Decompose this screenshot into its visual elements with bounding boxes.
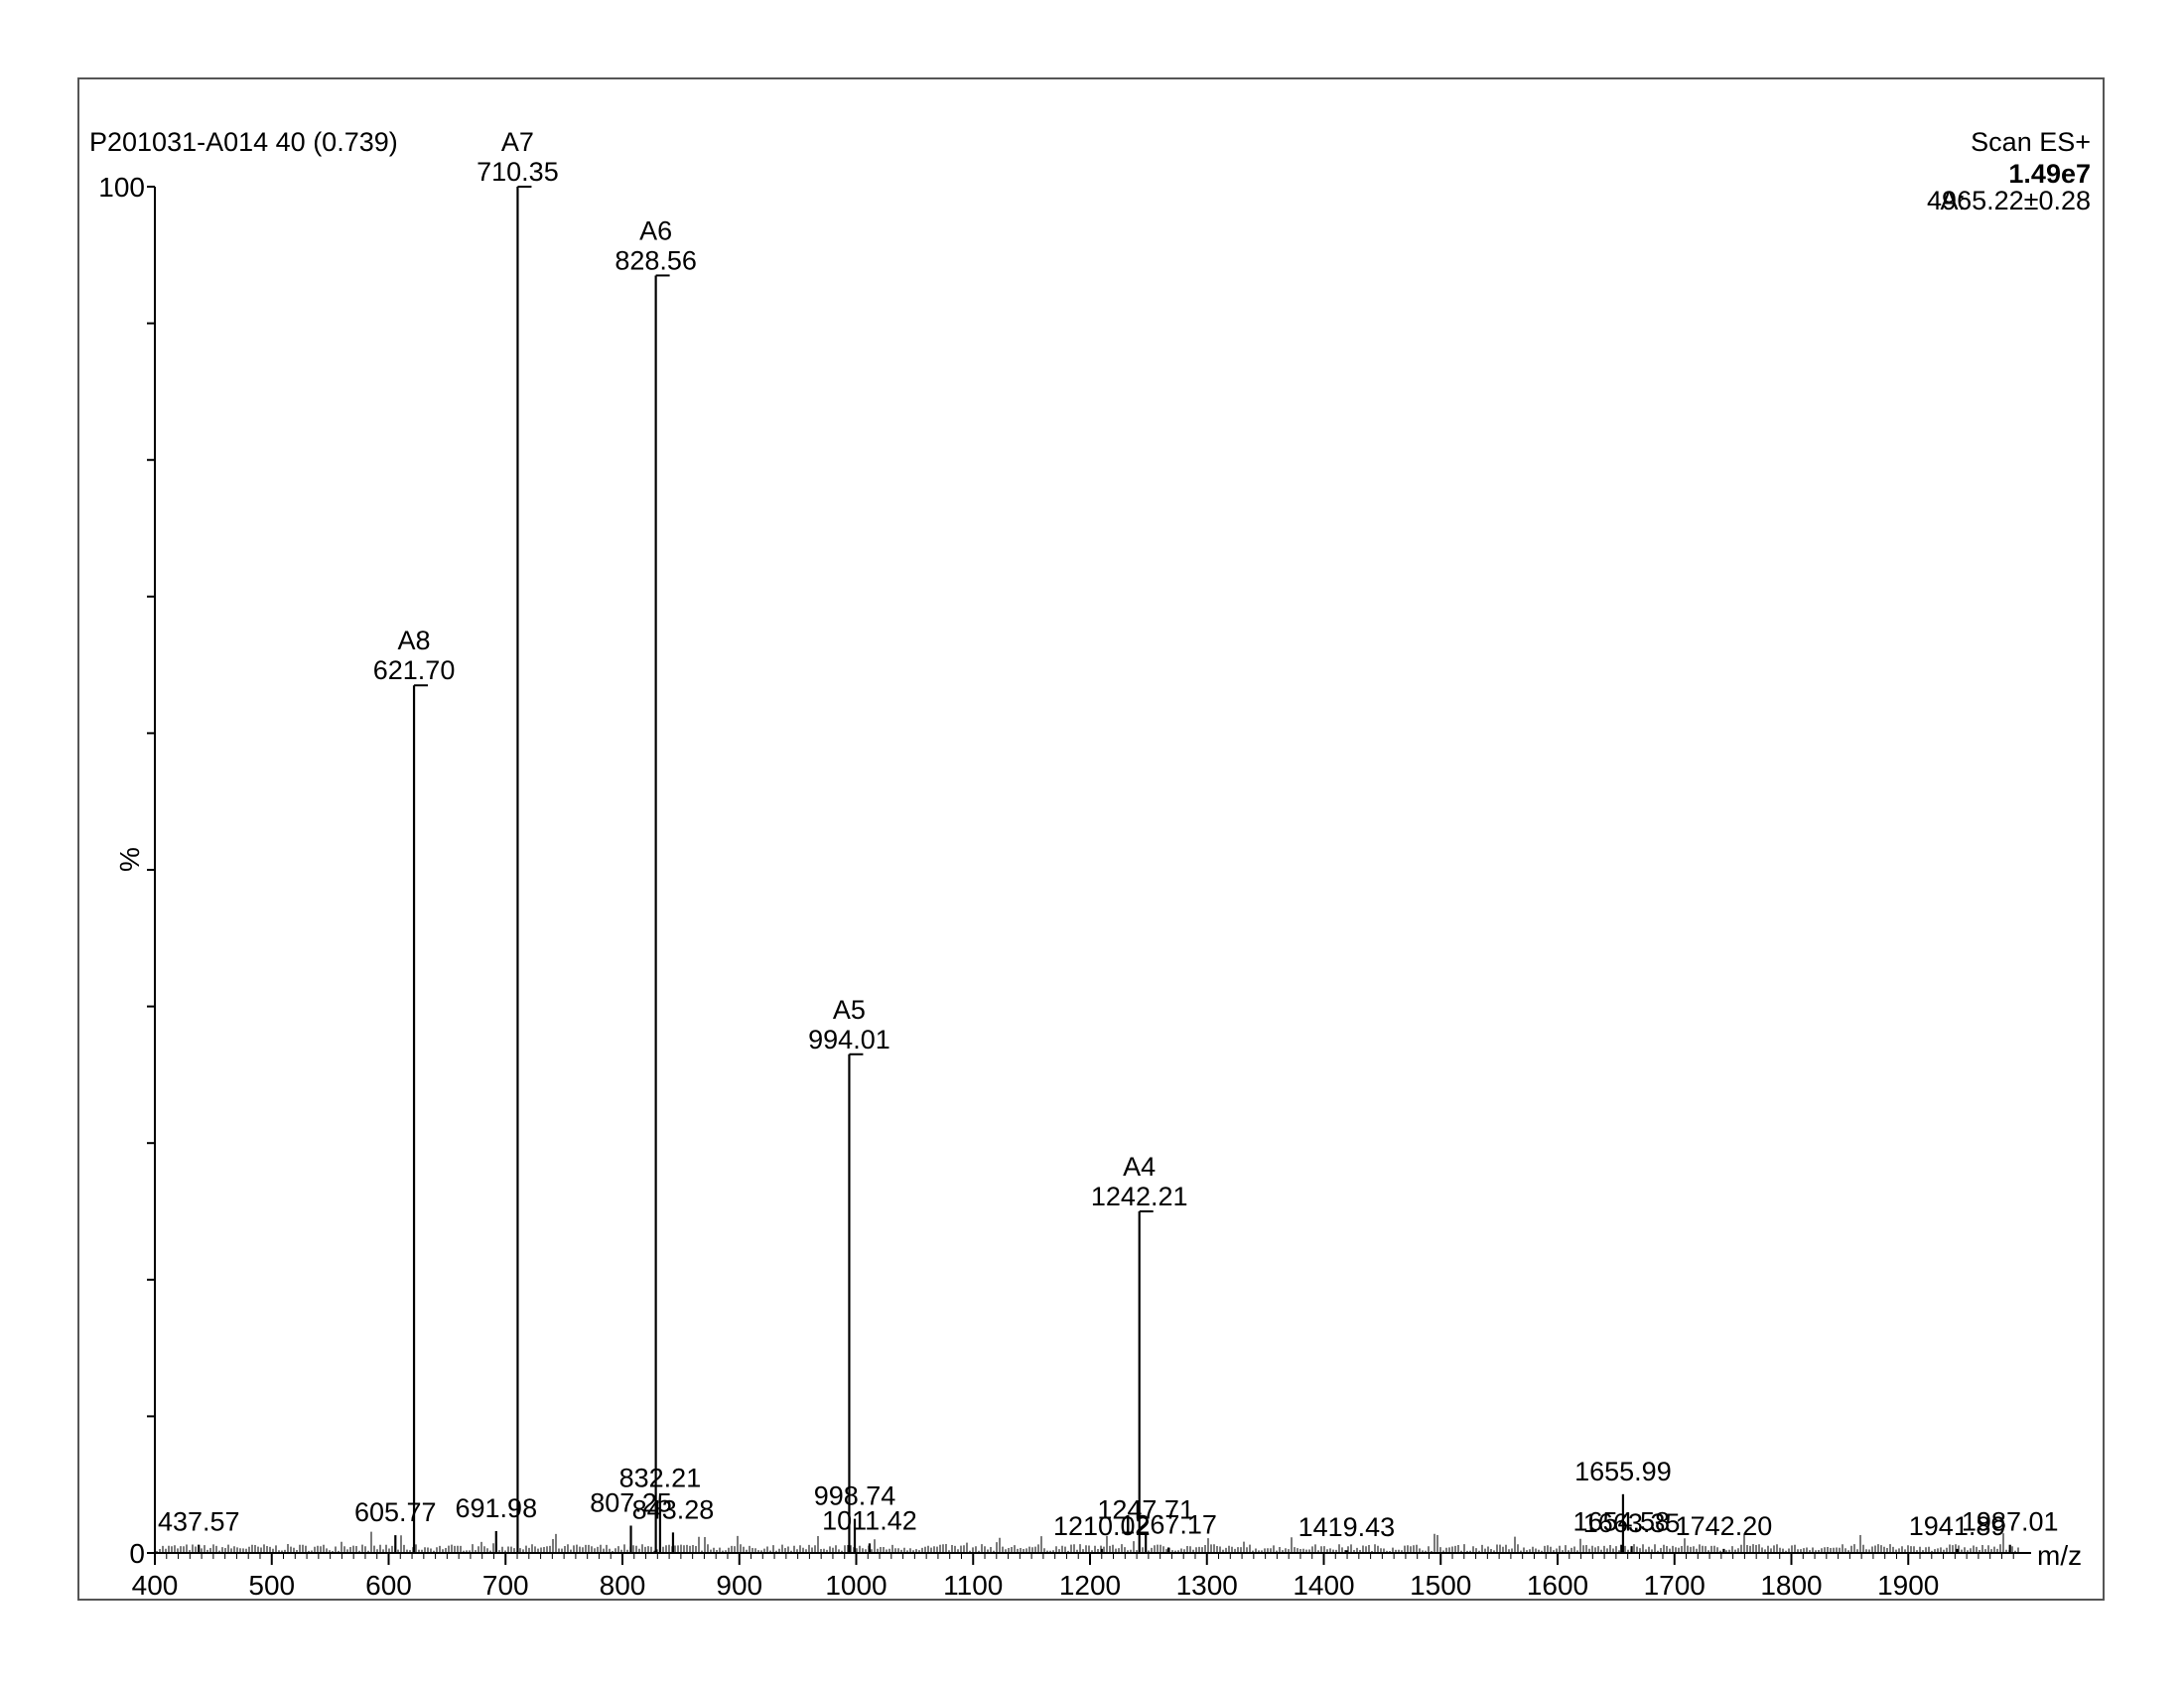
x-tick-label: 400 (132, 1570, 179, 1601)
peak-ion-label: A5 (833, 995, 866, 1025)
x-tick-label: 1600 (1527, 1570, 1588, 1601)
x-tick-label: 1400 (1293, 1570, 1354, 1601)
base-peak-intensity: 1.49e7 (2008, 159, 2091, 189)
deconvoluted-mass-value: 4965.22±0.28 (1927, 186, 2091, 215)
peak-mz-label: 1210.02 (1053, 1511, 1151, 1541)
x-tick-label: 1500 (1410, 1570, 1471, 1601)
x-tick-label: 1900 (1877, 1570, 1939, 1601)
peak-mz-label: 1987.01 (1962, 1507, 2059, 1537)
peak-mz-label: 1654.58 (1572, 1507, 1670, 1537)
peak-mz-label: 994.01 (808, 1025, 890, 1055)
x-tick-label: 800 (600, 1570, 646, 1601)
peak-mz-label: 1941.89 (1909, 1511, 2006, 1541)
x-tick-label: 1000 (825, 1570, 887, 1601)
peak-ion-label: A4 (1123, 1152, 1156, 1182)
peak-mz-label: 605.77 (354, 1497, 437, 1527)
peak-ion-label: A7 (501, 127, 534, 157)
x-tick-label: 500 (248, 1570, 295, 1601)
peak-mz-label: 998.74 (814, 1481, 896, 1511)
peak-mz-label: 1419.43 (1298, 1512, 1396, 1542)
peak-mz-label: 1742.20 (1676, 1511, 1773, 1541)
x-axis-label: m/z (2037, 1540, 2082, 1571)
peak-mz-label: 1655.99 (1574, 1457, 1672, 1486)
axes: 0 100 400 500 600 700 800 900 1000 1100 1200 1300 14… (98, 172, 2082, 1601)
y-tick-label: 0 (129, 1538, 145, 1569)
peak-mz-label: 1247.71 (1097, 1494, 1194, 1524)
x-tick-label: 600 (365, 1570, 412, 1601)
x-tick-label: 700 (482, 1570, 529, 1601)
deconvoluted-mass-label: A: (1940, 186, 1966, 215)
peak-mz-label: 1267.17 (1120, 1509, 1217, 1539)
peak-mz-label: 437.57 (158, 1507, 240, 1537)
sample-label: P201031-A014 40 (0.739) (89, 127, 398, 157)
plot-frame (77, 77, 2105, 1601)
peak-mz-label: 1242.21 (1091, 1182, 1188, 1211)
y-tick-label: 100 (98, 172, 145, 203)
peak-mz-label: 1663.35 (1583, 1508, 1681, 1538)
peak-mz-label: 843.28 (632, 1494, 715, 1524)
scan-mode-label: Scan ES+ (1971, 127, 2091, 157)
peak-mz-label: 710.35 (477, 157, 559, 187)
peak-ion-label: A8 (398, 626, 431, 655)
peak-mz-label: 691.98 (456, 1493, 538, 1523)
x-tick-label: 1800 (1760, 1570, 1822, 1601)
peak-mz-label: 832.21 (619, 1464, 702, 1493)
peak-mz-label: 807.25 (590, 1487, 672, 1517)
peak-ion-label: A6 (639, 215, 672, 245)
peak-mz-label: 621.70 (373, 655, 456, 685)
x-tick-label: 1700 (1644, 1570, 1706, 1601)
x-tick-label: 1100 (943, 1570, 1003, 1601)
peak-mz-label: 1011.42 (822, 1505, 917, 1535)
peaks (198, 186, 2011, 1553)
x-tick-label: 1200 (1059, 1570, 1121, 1601)
x-tick-label: 900 (716, 1570, 762, 1601)
peak-mz-label: 828.56 (614, 245, 697, 275)
x-tick-label: 1300 (1176, 1570, 1238, 1601)
